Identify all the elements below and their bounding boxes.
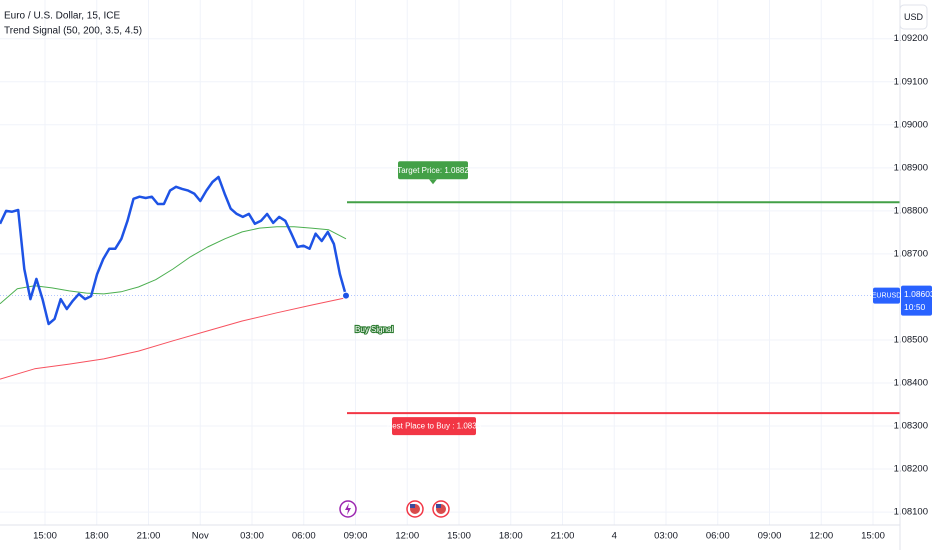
x-tick-label: 21:00 [551,531,575,542]
y-tick-label: 1.08200 [894,464,928,475]
y-tick-label: 1.09000 [894,119,928,130]
last-point [342,291,350,300]
x-tick-label: 12:00 [809,531,833,542]
y-tick-label: 1.08900 [894,162,928,173]
symbol-label: EURUSD [872,292,902,299]
lightning [345,503,351,515]
y-tick-label: 1.08500 [894,334,928,345]
flag-canton [436,504,441,508]
series-line [0,175,348,326]
x-tick-label: 18:00 [85,531,109,542]
level-label: Best Place to Buy : 1.0833 [387,422,482,431]
currency-label: USD [904,12,924,22]
label-pointer [429,179,437,185]
y-tick-label: 1.08100 [894,507,928,518]
y-tick-label: 1.09100 [894,76,928,87]
y-tick-label: 1.08300 [894,421,928,432]
flag-canton [410,504,415,508]
chart-title: Euro / U.S. Dollar, 15, ICE [4,11,120,22]
y-tick-label: 1.08800 [894,205,928,216]
x-tick-label: 03:00 [240,531,264,542]
x-tick-label: 15:00 [447,531,471,542]
x-tick-label: 4 [612,531,617,542]
x-tick-label: 06:00 [706,531,730,542]
event-icons [339,500,450,518]
price-tag [901,285,932,316]
x-tick-label: 15:00 [861,531,885,542]
x-tick-label: 12:00 [395,531,419,542]
x-tick-label: 21:00 [137,531,161,542]
x-tick-label: 18:00 [499,531,523,542]
y-tick-label: 1.08700 [894,248,928,259]
plot: Target Price: 1.0882 Best Place to Buy : … [0,161,900,436]
x-tick-label: 09:00 [758,531,782,542]
signal-label: Buy Signal [355,325,393,334]
x-tick-label: 03:00 [654,531,678,542]
indicator-title: Trend Signal (50, 200, 3.5, 4.5) [4,26,142,37]
price-tag-label: 1.08603 [904,289,932,299]
x-tick-label: Nov [192,531,209,542]
x-tick-label: 06:00 [292,531,316,542]
grid [0,0,900,525]
y-tick-label: 1.09200 [894,33,928,44]
y-tick-label: 1.08400 [894,378,928,389]
symbol-tag [873,287,900,304]
level-label-box [398,161,468,180]
level-label-box [392,417,476,436]
series-line [0,297,347,380]
countdown-label: 10:50 [904,302,926,312]
level-label: Target Price: 1.0882 [397,166,469,175]
x-tick-label: 15:00 [33,531,57,542]
x-tick-label: 09:00 [344,531,368,542]
